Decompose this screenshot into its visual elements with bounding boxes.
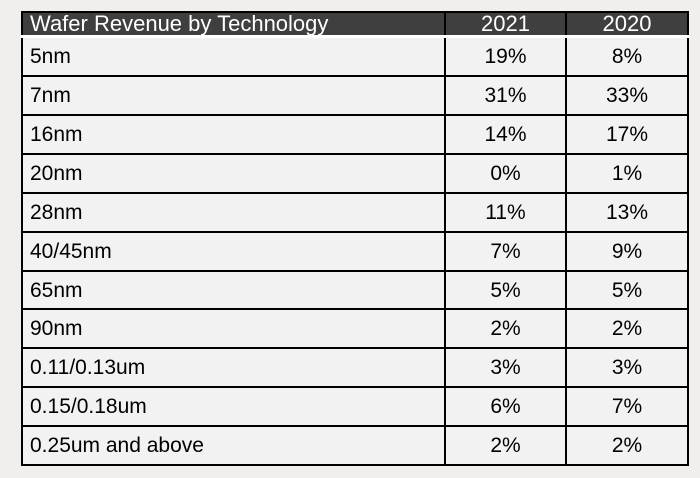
value-2021: 2% — [444, 425, 567, 466]
value-2021: 6% — [444, 386, 567, 428]
wafer-revenue-table: Wafer Revenue by Technology 2021 2020 5n… — [21, 11, 689, 466]
header-row: Wafer Revenue by Technology 2021 2020 — [21, 11, 689, 38]
value-2020: 5% — [565, 269, 689, 311]
value-2020: 3% — [565, 347, 689, 389]
value-2020: 13% — [565, 191, 689, 233]
wafer-revenue-table-container: Wafer Revenue by Technology 2021 2020 5n… — [21, 11, 689, 466]
value-2021: 0% — [444, 152, 567, 194]
value-2020: 8% — [565, 35, 689, 78]
table-row: 7nm 31% 33% — [21, 75, 689, 117]
row-label: 90nm — [21, 308, 446, 350]
column-header-2021: 2021 — [444, 11, 567, 38]
row-label: 0.25um and above — [21, 425, 446, 466]
value-2021: 3% — [444, 347, 567, 389]
table-row: 0.15/0.18um 6% 7% — [21, 386, 689, 428]
row-label: 5nm — [21, 35, 446, 78]
value-2021: 31% — [444, 75, 567, 117]
value-2020: 2% — [565, 308, 689, 350]
row-label: 65nm — [21, 269, 446, 311]
table-row: 90nm 2% 2% — [21, 308, 689, 350]
table-title: Wafer Revenue by Technology — [21, 11, 446, 38]
value-2021: 2% — [444, 308, 567, 350]
table-row: 28nm 11% 13% — [21, 191, 689, 233]
table-row: 16nm 14% 17% — [21, 114, 689, 155]
row-label: 7nm — [21, 75, 446, 117]
table-body: 5nm 19% 8% 7nm 31% 33% 16nm 14% 17% 20nm… — [21, 35, 689, 466]
value-2021: 5% — [444, 269, 567, 311]
value-2020: 17% — [565, 114, 689, 155]
value-2020: 33% — [565, 75, 689, 117]
value-2021: 19% — [444, 35, 567, 78]
value-2020: 2% — [565, 425, 689, 466]
table-header: Wafer Revenue by Technology 2021 2020 — [21, 11, 689, 38]
column-header-2020: 2020 — [565, 11, 689, 38]
table-row: 40/45nm 7% 9% — [21, 230, 689, 272]
value-2020: 9% — [565, 230, 689, 272]
table-row: 5nm 19% 8% — [21, 35, 689, 78]
value-2021: 7% — [444, 230, 567, 272]
table-row: 0.25um and above 2% 2% — [21, 425, 689, 466]
table-row: 0.11/0.13um 3% 3% — [21, 347, 689, 389]
table-row: 65nm 5% 5% — [21, 269, 689, 311]
value-2021: 14% — [444, 114, 567, 155]
row-label: 0.11/0.13um — [21, 347, 446, 389]
row-label: 20nm — [21, 152, 446, 194]
value-2020: 7% — [565, 386, 689, 428]
row-label: 0.15/0.18um — [21, 386, 446, 428]
row-label: 40/45nm — [21, 230, 446, 272]
table-row: 20nm 0% 1% — [21, 152, 689, 194]
value-2020: 1% — [565, 152, 689, 194]
value-2021: 11% — [444, 191, 567, 233]
row-label: 28nm — [21, 191, 446, 233]
row-label: 16nm — [21, 114, 446, 155]
